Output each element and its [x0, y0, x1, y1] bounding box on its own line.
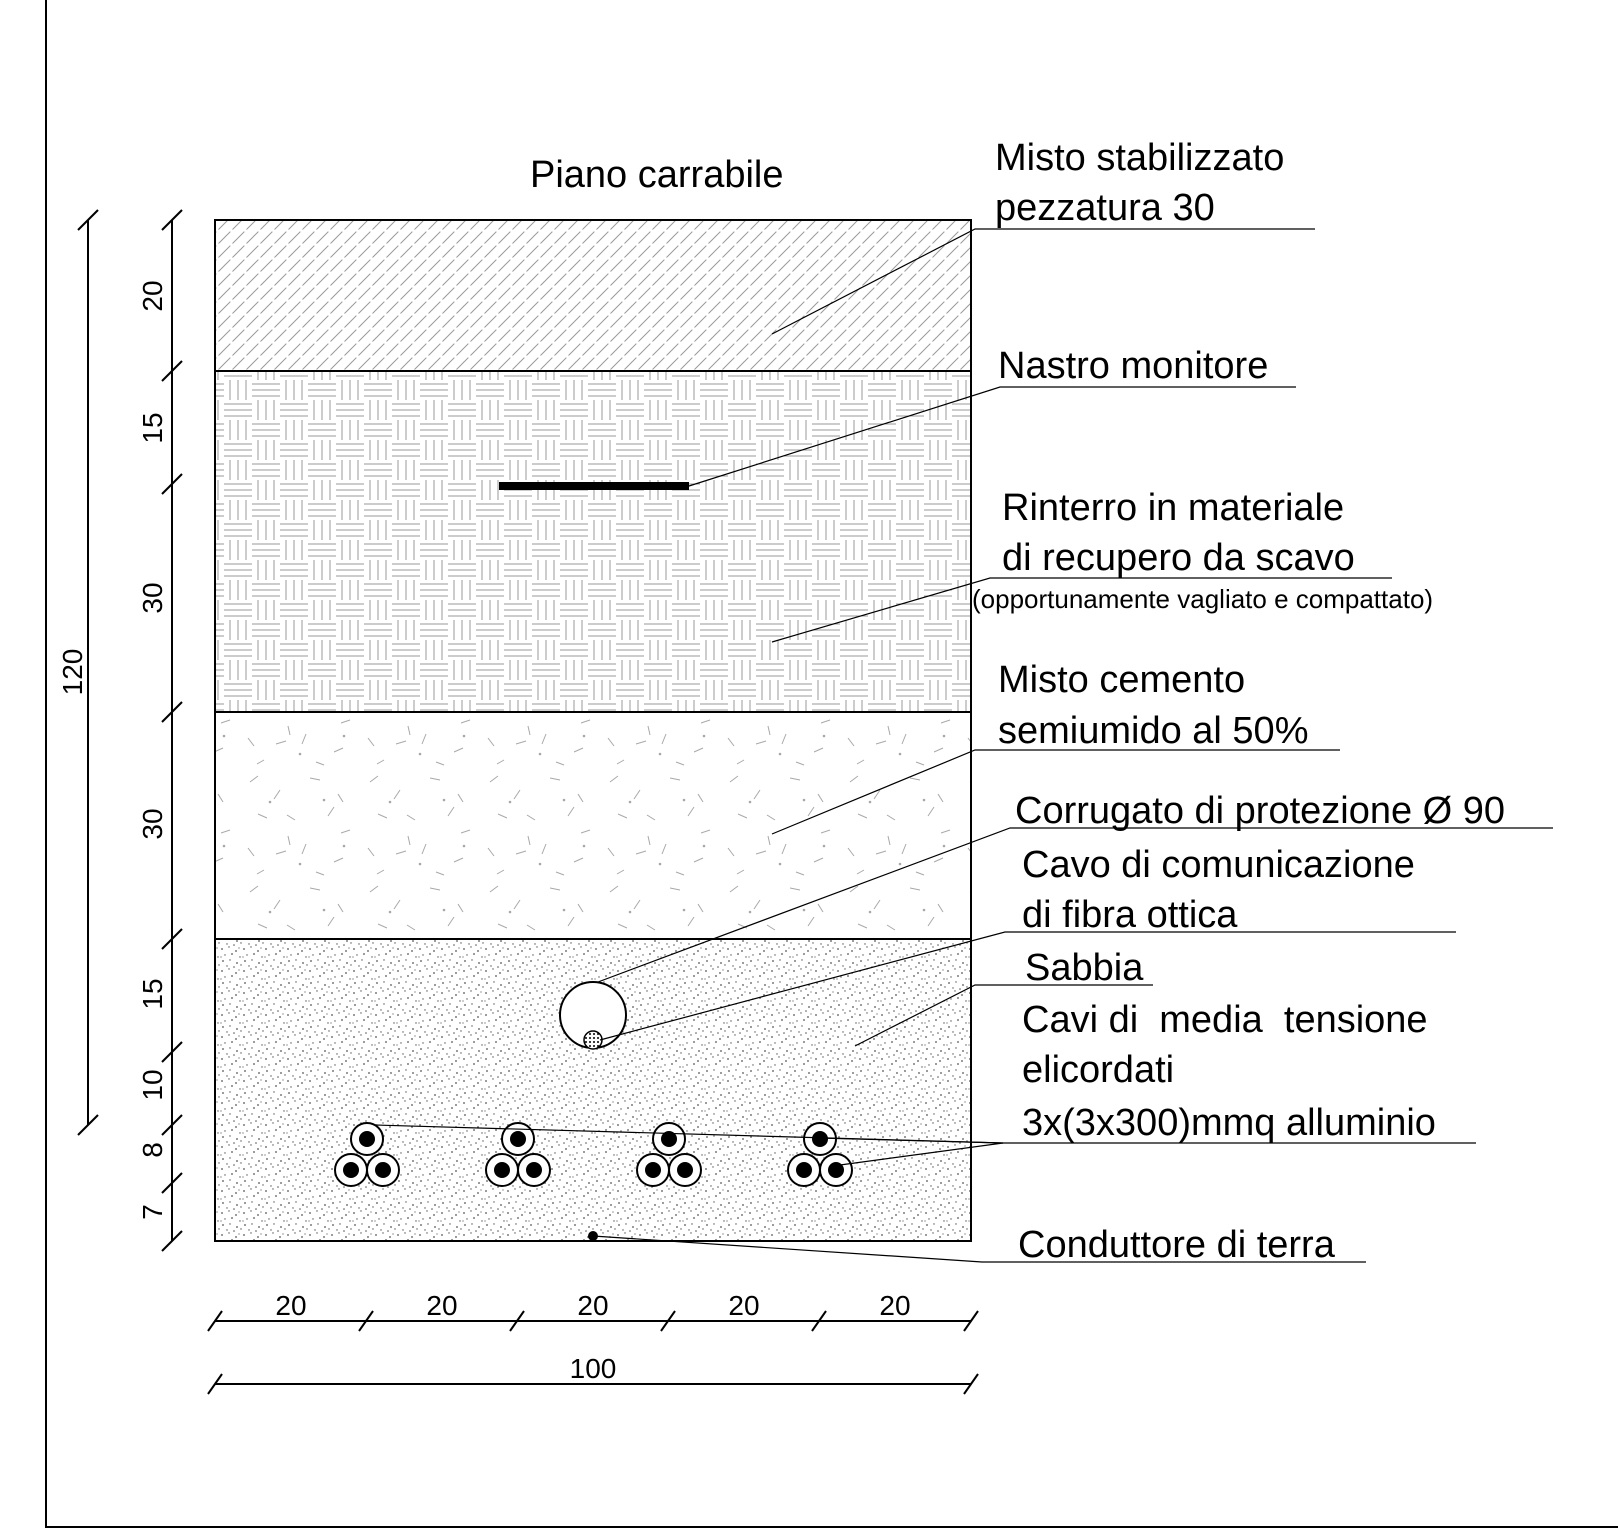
vdim-tick: [161, 1114, 183, 1136]
hdim-tick: [811, 1310, 827, 1332]
cable-conductor: [494, 1162, 510, 1178]
label-corrugato: Corrugato di protezione Ø 90: [1015, 790, 1505, 832]
hdim-tick: [509, 1310, 525, 1332]
fiber-cable: [583, 1030, 603, 1050]
vdim-label-15a: 15: [137, 412, 168, 443]
vdim-tick: [161, 1230, 183, 1252]
cable-trefoil-group: [334, 1122, 400, 1187]
label-sabbia: Sabbia: [1025, 947, 1144, 989]
label-misto-stabilizzato-2: pezzatura 30: [995, 187, 1215, 229]
cable-conductor: [375, 1162, 391, 1178]
cable-trefoil-group: [636, 1122, 702, 1187]
horizontal-dimensions: [207, 1310, 979, 1395]
vdim-tick: [161, 209, 183, 231]
label-cavi-3: 3x(3x300)mmq alluminio: [1022, 1102, 1436, 1144]
label-cavi-2: elicordati: [1022, 1049, 1174, 1091]
leader-nastro: [688, 386, 1296, 487]
hdim-tick: [660, 1310, 676, 1332]
vdim-tick: [161, 928, 183, 950]
vdim-label-30b: 30: [137, 808, 168, 839]
label-nastro-monitore: Nastro monitore: [998, 345, 1268, 387]
vdim-label-7: 7: [137, 1204, 168, 1220]
hdim-total-label: 100: [570, 1353, 617, 1384]
layer-rinterro: [214, 370, 972, 713]
leader-cavi-2: [817, 1137, 1004, 1144]
cable-conductor: [645, 1162, 661, 1178]
cable-trefoil-group: [787, 1122, 853, 1187]
label-conduttore-terra: Conduttore di terra: [1018, 1224, 1336, 1266]
vdim-tick: [161, 360, 183, 382]
hdim-tick: [207, 1310, 223, 1332]
leader-sabbia: [854, 984, 1153, 1047]
cable-conductor: [812, 1131, 828, 1147]
cable-conductor: [526, 1162, 542, 1178]
page-title: Piano carrabile: [530, 154, 783, 196]
hdim-tick: [358, 1310, 374, 1332]
leader-terra: [592, 1235, 1366, 1263]
cable-conductor: [661, 1131, 677, 1147]
vdim-label-20: 20: [137, 280, 168, 311]
vdim-label-8: 8: [137, 1142, 168, 1158]
leader-corrugato: [597, 827, 1553, 983]
hdim-total-tick-right: [963, 1373, 979, 1395]
cable-conductor: [510, 1131, 526, 1147]
vdim-tick: [161, 473, 183, 495]
hdim-label-1: 20: [275, 1290, 306, 1321]
hdim-label-2: 20: [426, 1290, 457, 1321]
vertical-dimensions: [77, 209, 183, 1252]
leader-fibra: [599, 931, 1456, 1041]
cable-conductor: [359, 1131, 375, 1147]
label-misto-cemento-1: Misto cemento: [998, 659, 1245, 701]
cable-conductor: [796, 1162, 812, 1178]
warning-tape: [499, 482, 689, 490]
label-fibra-2: di fibra ottica: [1022, 894, 1238, 936]
leader-lines: [374, 228, 1553, 1263]
layer-misto-cemento: [214, 711, 972, 940]
vdim-label-30a: 30: [137, 582, 168, 613]
label-misto-cemento-2: semiumido al 50%: [998, 710, 1308, 752]
cable-conductor: [343, 1162, 359, 1178]
label-fibra-1: Cavo di comunicazione: [1022, 844, 1415, 886]
hdim-label-5: 20: [879, 1290, 910, 1321]
label-misto-stabilizzato-1: Misto stabilizzato: [995, 137, 1284, 179]
leader-rinterro: [771, 577, 1392, 643]
vdim-total-tick-bottom: [77, 1114, 99, 1136]
leader-misto-stabilizzato: [771, 228, 1315, 335]
vdim-tick: [161, 701, 183, 723]
vdim-total-label: 120: [57, 649, 88, 696]
cable-groups: [334, 1122, 853, 1187]
vdim-tick: [161, 1172, 183, 1194]
cable-trefoil-group: [485, 1122, 551, 1187]
label-cavi-1: Cavi di media tensione: [1022, 999, 1428, 1041]
cable-conductor: [828, 1162, 844, 1178]
vdim-total-tick-top: [77, 209, 99, 231]
layer-misto-stabilizzato: [214, 219, 972, 372]
hdim-total-tick-left: [207, 1373, 223, 1395]
label-rinterro-note: (opportunamente vagliato e compattato): [972, 584, 1433, 614]
vdim-tick: [161, 1041, 183, 1063]
label-rinterro-2: di recupero da scavo: [1002, 537, 1355, 579]
leader-misto-cemento: [771, 749, 1340, 835]
cable-conductor: [677, 1162, 693, 1178]
vdim-label-15b: 15: [137, 978, 168, 1009]
vdim-label-10: 10: [137, 1069, 168, 1100]
leader-cavi-3: [839, 1142, 1004, 1166]
hdim-label-3: 20: [577, 1290, 608, 1321]
label-rinterro-1: Rinterro in materiale: [1002, 487, 1344, 529]
hdim-label-4: 20: [728, 1290, 759, 1321]
hdim-tick: [963, 1310, 979, 1332]
